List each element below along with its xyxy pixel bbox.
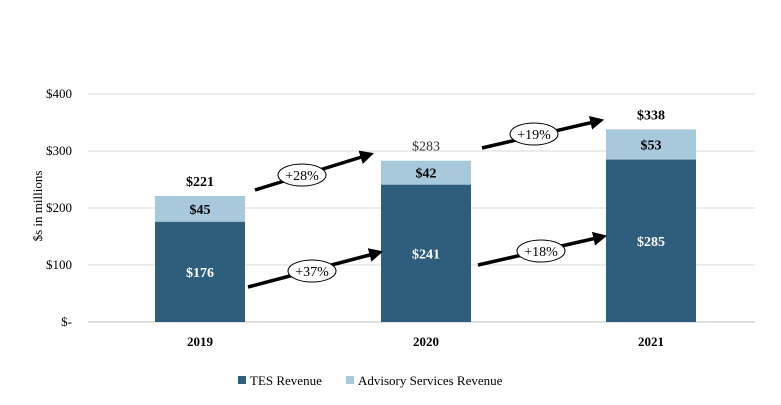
data-label-advisory-2021: $53 [641, 138, 662, 153]
growth-label: +18% [524, 245, 558, 260]
y-tick-label: $300 [46, 143, 72, 158]
growth-badge [509, 122, 559, 146]
x-tick-label: 2021 [638, 334, 664, 349]
data-label-tes-2021: $285 [637, 235, 665, 250]
y-tick-label: $100 [46, 257, 72, 272]
growth-badge [277, 163, 327, 187]
total-label-2021: $338 [637, 108, 665, 123]
x-tick-label: 2020 [413, 334, 439, 349]
bar-tes-2021 [606, 159, 696, 322]
y-axis-label: $s in millions [30, 171, 45, 242]
bar-advisory-2021 [606, 129, 696, 160]
legend-swatch-advisory [346, 376, 354, 384]
growth-label: +19% [517, 128, 551, 143]
data-label-advisory-2019: $45 [190, 203, 211, 218]
y-tick-label: $400 [46, 86, 72, 101]
legend-label-tes: TES Revenue [250, 373, 322, 388]
total-label-2019: $221 [186, 175, 214, 190]
data-label-tes-2020: $241 [412, 247, 440, 262]
total-label-2020: $283 [412, 140, 440, 155]
legend-swatch-tes [238, 376, 246, 384]
bar-advisory-2020 [381, 160, 471, 185]
growth-label: +37% [295, 265, 329, 280]
bar-tes-2019 [155, 221, 245, 322]
legend-label-advisory: Advisory Services Revenue [358, 373, 503, 388]
x-tick-label: 2019 [187, 334, 214, 349]
y-tick-label: $- [61, 314, 72, 329]
bar-advisory-2019 [155, 196, 245, 222]
growth-badge [287, 259, 337, 283]
data-label-tes-2019: $176 [186, 266, 214, 281]
growth-label: +28% [285, 169, 319, 184]
growth-badge [516, 239, 566, 263]
bar-tes-2020 [381, 184, 471, 322]
data-label-advisory-2020: $42 [416, 167, 437, 182]
y-tick-label: $200 [46, 200, 72, 215]
